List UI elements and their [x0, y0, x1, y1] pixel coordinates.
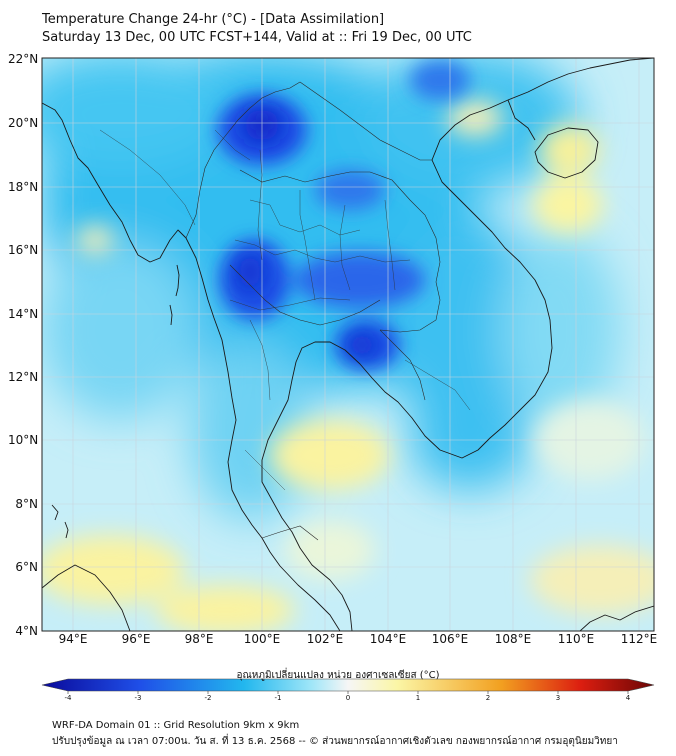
lon-label: 112°E	[620, 632, 658, 646]
lat-label: 16°N	[8, 243, 39, 257]
lat-label: 10°N	[8, 433, 39, 447]
colorbar-tick-label: 2	[485, 694, 491, 702]
colorbar-ticks	[67, 691, 629, 694]
colorbar-tick-label: -3	[134, 694, 142, 702]
footer-credit: ปรับปรุงข้อมูล ณ เวลา 07:00น. วัน ส. ที่…	[52, 736, 618, 747]
coastlines	[42, 58, 654, 631]
lon-label: 98°E	[184, 632, 214, 646]
land-borders	[185, 81, 441, 541]
lon-label: 94°E	[58, 632, 88, 646]
map-frame	[41, 57, 655, 632]
colorbar-tick-label: 4	[625, 694, 631, 702]
lon-label: 110°E	[557, 632, 595, 646]
map-title: Temperature Change 24-hr (°C) - [Data As…	[42, 12, 385, 27]
lat-label: 14°N	[8, 307, 39, 321]
lon-label: 106°E	[431, 632, 469, 646]
lon-label: 102°E	[306, 632, 344, 646]
lat-label: 4°N	[15, 624, 38, 638]
footer-model-info: WRF-DA Domain 01 :: Grid Resolution 9km …	[52, 720, 300, 731]
lat-label: 18°N	[8, 180, 39, 194]
lon-label: 104°E	[369, 632, 407, 646]
colorbar-tick-label: -2	[204, 694, 212, 702]
lat-label: 12°N	[8, 370, 39, 384]
province-borders	[99, 129, 471, 491]
lon-label: 96°E	[121, 632, 151, 646]
lat-label: 20°N	[8, 116, 39, 130]
lat-label: 22°N	[8, 52, 39, 66]
colorbar-tick-label: 1	[415, 694, 421, 702]
map-subtitle: Saturday 13 Dec, 00 UTC FCST+144, Valid …	[42, 30, 472, 45]
lon-label: 100°E	[243, 632, 281, 646]
colorbar-tick-label: -1	[274, 694, 282, 702]
warm-anomaly-patches	[42, 100, 654, 631]
colorbar-tick-label: 3	[555, 694, 561, 702]
colorbar-title: อุณหภูมิเปลี่ยนแปลง หน่วย องศาเซลเซียส (…	[236, 670, 440, 681]
lat-label: 8°N	[15, 497, 38, 511]
colorbar-tick-label: 0	[345, 694, 351, 702]
colorbar-tick-label: -4	[64, 694, 72, 702]
graticule	[42, 58, 654, 631]
lon-label: 108°E	[494, 632, 532, 646]
lat-label: 6°N	[15, 560, 38, 574]
